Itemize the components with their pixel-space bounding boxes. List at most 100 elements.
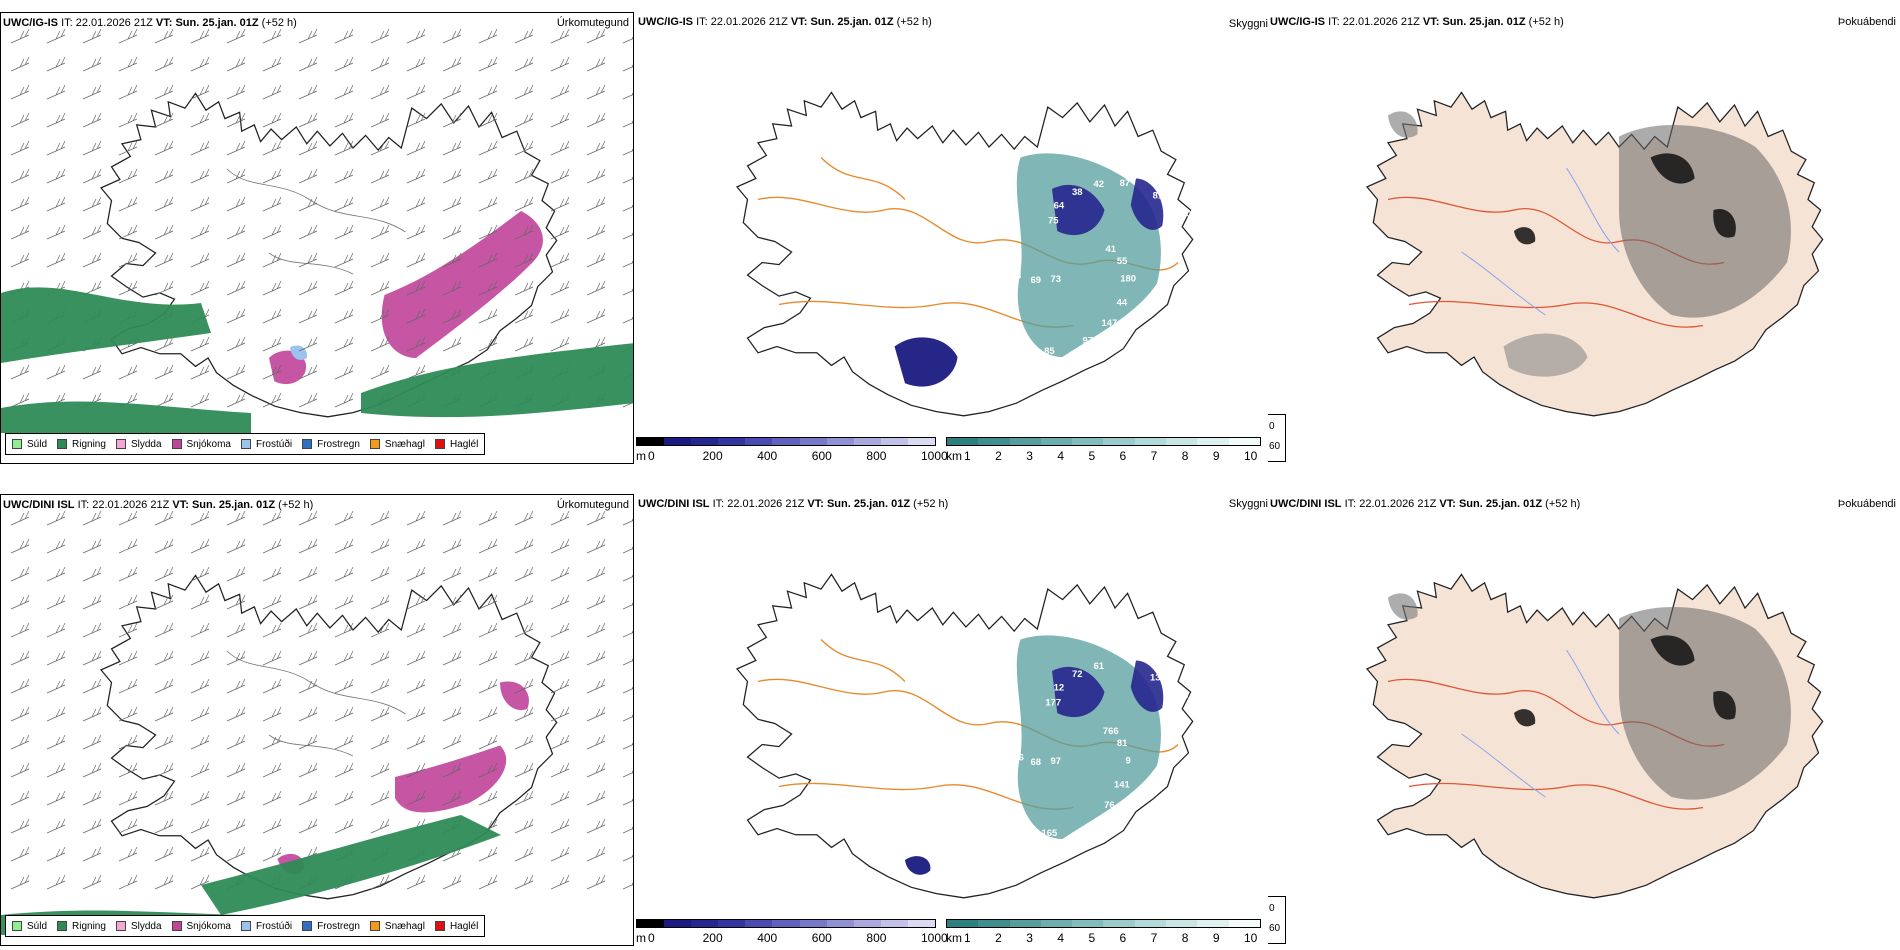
colorbar-step xyxy=(826,920,854,927)
wind-barb xyxy=(298,594,318,610)
wind-barb xyxy=(190,112,210,128)
wind-barb xyxy=(442,196,462,212)
colorbar-step xyxy=(880,438,908,445)
wind-barb xyxy=(442,252,462,268)
wind-barb xyxy=(118,650,138,666)
legend-label: Snæhagl xyxy=(384,438,425,450)
wind-barb xyxy=(622,742,633,750)
wind-barb xyxy=(478,168,498,184)
precip-legend: Súld Rigning Slydda Snjókoma Frostúði Frostre… xyxy=(5,915,486,937)
wind-barb xyxy=(550,622,570,638)
wind-barb xyxy=(442,566,462,582)
wind-barb xyxy=(46,678,66,694)
cloud-base-value: 68 xyxy=(1030,757,1041,768)
wind-barb xyxy=(622,546,633,554)
wind-barb xyxy=(406,224,426,240)
colorbar-step xyxy=(1009,438,1041,445)
wind-barb xyxy=(262,196,282,212)
wind-barb xyxy=(406,336,426,352)
wind-barb xyxy=(622,574,633,582)
wind-barb xyxy=(298,364,318,380)
wind-barb xyxy=(10,622,30,638)
legend-item: Rigning xyxy=(57,439,106,450)
iceland-map xyxy=(1365,91,1824,417)
legend-item: Snjókoma xyxy=(171,921,231,932)
wind-barb xyxy=(262,622,282,638)
wind-barb xyxy=(298,762,318,778)
wind-barb xyxy=(334,28,354,44)
wind-barb xyxy=(334,510,354,526)
colorbar-step xyxy=(745,438,773,445)
colorbar-tick: 600 xyxy=(811,931,832,945)
wind-barb xyxy=(262,734,282,750)
colorbar-tick: 4 xyxy=(1057,931,1065,945)
wind-barb xyxy=(118,678,138,694)
colorbar-step xyxy=(947,438,979,445)
panel-header: UWC/DINI ISL IT: 22.01.2026 21Z VT: Sun.… xyxy=(638,498,949,510)
cloud-base-bar xyxy=(636,437,936,446)
wind-barb xyxy=(46,196,66,212)
wind-barb xyxy=(406,196,426,212)
wind-barb xyxy=(10,392,30,408)
cloud-base-unit: m xyxy=(636,931,646,945)
wind-barb xyxy=(478,538,498,554)
wind-barb xyxy=(622,854,633,862)
wind-barb xyxy=(586,252,606,268)
wind-barb xyxy=(406,308,426,324)
colorbar-step xyxy=(637,920,665,927)
map-content xyxy=(99,92,558,418)
wind-barb xyxy=(406,112,426,128)
wind-barb xyxy=(46,706,66,722)
legend-item: Súld xyxy=(12,439,47,450)
colorbar-tick: 200 xyxy=(702,931,723,945)
colorbar-tick: 2 xyxy=(995,449,1002,463)
legend-item: Frostúði xyxy=(240,439,292,450)
wind-barb xyxy=(586,140,606,156)
wind-barb xyxy=(442,874,462,890)
wind-barb xyxy=(46,168,66,184)
wind-barb xyxy=(190,566,210,582)
legend-swatch xyxy=(171,439,182,449)
colorbar-step xyxy=(1072,920,1104,927)
wind-barb xyxy=(622,120,633,128)
fog-panel-bottom: UWC/DINI ISL IT: 22.01.2026 21Z VT: Sun.… xyxy=(1268,494,1900,946)
wind-barb xyxy=(406,168,426,184)
wind-barb xyxy=(10,790,30,806)
iceland-map xyxy=(1,510,633,935)
wind-barb xyxy=(10,650,30,666)
wind-barb xyxy=(622,630,633,638)
colorbar-step xyxy=(1103,438,1135,445)
wind-barb xyxy=(154,566,174,582)
wind-barb xyxy=(190,594,210,610)
wind-barb xyxy=(10,56,30,72)
wind-barb xyxy=(334,308,354,324)
wind-barb xyxy=(298,112,318,128)
colorbar-step xyxy=(1166,438,1198,445)
wind-barb xyxy=(262,308,282,324)
wind-barb xyxy=(406,762,426,778)
wind-barb xyxy=(262,706,282,722)
wind-barb xyxy=(406,650,426,666)
wind-barb xyxy=(370,140,390,156)
legend-swatch xyxy=(302,439,313,449)
wind-barb xyxy=(298,706,318,722)
wind-barb xyxy=(334,818,354,834)
wind-barb xyxy=(370,706,390,722)
wind-barb xyxy=(82,818,102,834)
wind-barb xyxy=(190,224,210,240)
wind-barb xyxy=(334,140,354,156)
wind-barb xyxy=(190,336,210,352)
wind-barb xyxy=(226,594,246,610)
fog-key-low-label: 60 xyxy=(1269,441,1281,452)
cloud-base-value: 141 xyxy=(1114,779,1130,790)
wind-barb xyxy=(190,650,210,666)
wind-barb xyxy=(370,28,390,44)
wind-barb xyxy=(118,846,138,862)
cloud-base-value: 81 xyxy=(1153,191,1164,202)
legend-item: Frostúði xyxy=(240,921,292,932)
wind-barb xyxy=(262,818,282,834)
colorbar-step xyxy=(853,438,881,445)
wind-barb xyxy=(370,112,390,128)
colorbar-tick: 800 xyxy=(866,931,887,945)
cloud-base-value: 55 xyxy=(992,258,1003,269)
